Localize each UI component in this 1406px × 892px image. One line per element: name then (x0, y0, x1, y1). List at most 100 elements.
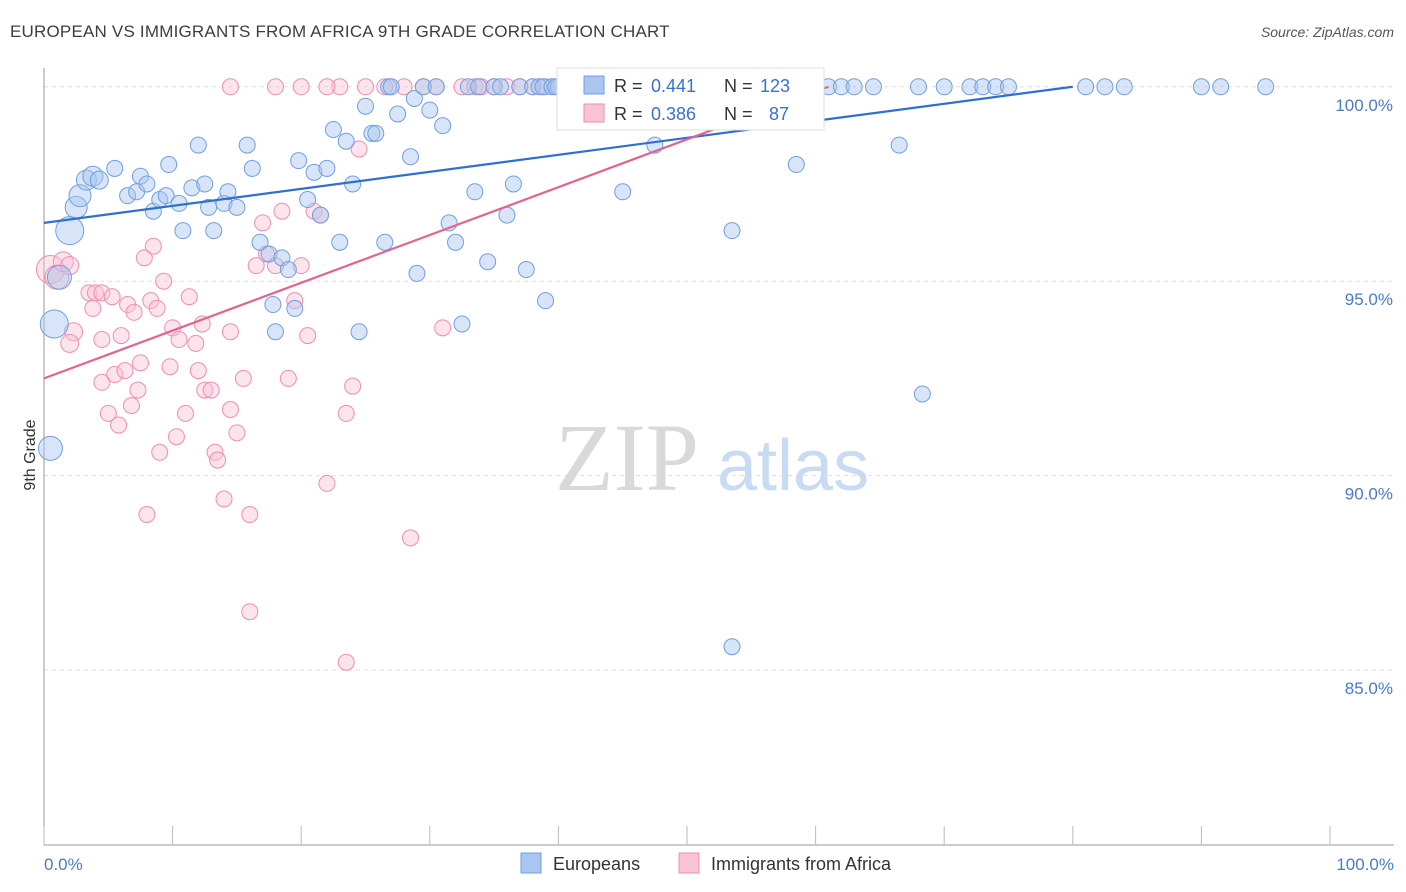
stats-n-label-immigrants: N = (724, 104, 753, 124)
immigrants-point-11 (93, 284, 111, 302)
europeans-point-71 (504, 175, 522, 193)
immigrants-point-33 (170, 331, 188, 349)
europeans-point-36 (286, 299, 304, 317)
europeans-point-16 (157, 187, 175, 205)
immigrants-point-22 (131, 354, 149, 372)
watermark-zip: ZIP (555, 404, 699, 511)
immigrants-point-15 (110, 416, 128, 434)
europeans-point-30 (251, 233, 269, 251)
axes (43, 68, 1394, 846)
stats-r-value-immigrants: 0.386 (651, 104, 696, 124)
europeans-point-38 (299, 191, 317, 209)
europeans-point-108 (935, 78, 953, 96)
europeans-point-21 (189, 136, 207, 154)
europeans-point-62 (447, 233, 465, 251)
immigrants-point-60 (318, 474, 336, 492)
legend-label-immigrants: Immigrants from Africa (711, 854, 892, 874)
europeans-point-20 (183, 179, 201, 197)
europeans-point-24 (205, 222, 223, 240)
europeans-point-109 (961, 78, 979, 96)
immigrants-point-45 (221, 323, 239, 341)
europeans-point-33 (266, 323, 284, 341)
immigrants-point-5 (60, 333, 80, 353)
immigrants-point-48 (241, 505, 259, 523)
europeans-point-117 (1212, 78, 1230, 96)
y-axis-tick-labels: 100.0% 95.0% 90.0% 85.0% (1335, 96, 1393, 698)
europeans-point-2 (46, 264, 72, 290)
europeans-point-0 (37, 435, 63, 461)
immigrants-point-39 (196, 381, 214, 399)
europeans-point-48 (363, 124, 381, 142)
immigrants-point-50 (254, 214, 272, 232)
immigrants-point-72 (453, 78, 471, 96)
europeans-point-42 (324, 121, 342, 139)
stats-r-label-immigrants: R = (614, 104, 643, 124)
europeans-point-121 (614, 183, 632, 201)
immigrants-point-21 (129, 381, 147, 399)
immigrants-point-56 (292, 257, 310, 275)
y-tick-label-2: 90.0% (1345, 485, 1393, 504)
europeans-point-17 (160, 156, 178, 174)
europeans-point-22 (196, 175, 214, 193)
europeans-point-19 (174, 222, 192, 240)
immigrants-point-53 (273, 202, 291, 220)
europeans-point-58 (421, 101, 439, 119)
europeans-point-73 (517, 261, 535, 279)
immigrants-point-40 (202, 381, 220, 399)
immigrants-point-82 (292, 78, 310, 96)
europeans-point-106 (909, 78, 927, 96)
europeans-point-64 (459, 78, 477, 96)
immigrants-point-42 (209, 451, 227, 469)
europeans-point-28 (238, 136, 256, 154)
immigrants-point-57 (299, 327, 317, 345)
legend-swatch-immigrants (678, 852, 700, 874)
europeans-point-8 (89, 170, 109, 190)
stats-n-value-immigrants: 87 (769, 104, 789, 124)
europeans-point-77 (537, 292, 555, 310)
immigrants-point-54 (279, 369, 297, 387)
immigrants-point-23 (135, 249, 153, 267)
immigrants-point-76 (498, 78, 516, 96)
europeans-point-102 (832, 78, 850, 96)
europeans-point-72 (511, 78, 529, 96)
immigrants-point-28 (151, 443, 169, 461)
series-europeans-points (37, 78, 1275, 656)
immigrants-point-30 (161, 358, 179, 376)
immigrants-point-16 (112, 327, 130, 345)
immigrants-point-68 (402, 529, 420, 547)
europeans-point-10 (119, 187, 137, 205)
legend-swatch-europeans (520, 852, 542, 874)
europeans-point-46 (350, 323, 368, 341)
europeans-point-118 (1257, 78, 1275, 96)
immigrants-point-64 (350, 140, 368, 158)
immigrants-point-13 (103, 288, 121, 306)
y-tick-label-0: 100.0% (1335, 96, 1393, 115)
europeans-point-75 (530, 78, 548, 96)
europeans-point-32 (264, 296, 282, 314)
immigrants-point-10 (93, 373, 111, 391)
europeans-point-55 (405, 89, 423, 107)
europeans-point-103 (845, 78, 863, 96)
immigrants-point-44 (221, 401, 239, 419)
europeans-point-57 (414, 78, 432, 96)
europeans-point-56 (408, 264, 426, 282)
europeans-point-50 (376, 233, 394, 251)
y-axis-label: 9th Grade (22, 419, 39, 490)
immigrants-point-78 (241, 603, 259, 621)
immigrants-point-47 (234, 369, 252, 387)
immigrants-point-19 (122, 397, 140, 415)
europeans-point-114 (1096, 78, 1114, 96)
europeans-point-76 (534, 78, 552, 96)
europeans-point-41 (318, 159, 336, 177)
europeans-point-52 (382, 78, 400, 96)
series-legend: Europeans Immigrants from Africa (520, 852, 892, 874)
europeans-point-13 (138, 175, 156, 193)
immigrants-point-73 (466, 78, 484, 96)
immigrants-point-32 (167, 428, 185, 446)
immigrants-point-43 (215, 490, 233, 508)
stats-swatch-immigrants (583, 103, 605, 123)
europeans-point-37 (290, 152, 308, 170)
immigrants-point-26 (144, 237, 162, 255)
immigrants-point-24 (138, 505, 156, 523)
immigrants-point-12 (99, 404, 117, 422)
